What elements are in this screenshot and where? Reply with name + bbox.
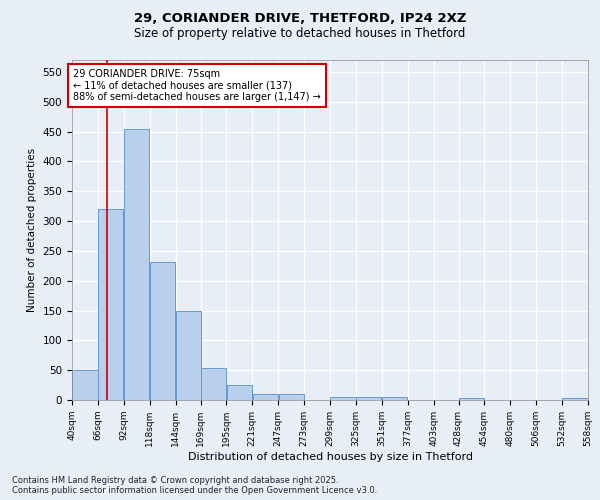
Bar — [253, 394, 278, 400]
Y-axis label: Number of detached properties: Number of detached properties — [27, 148, 37, 312]
X-axis label: Distribution of detached houses by size in Thetford: Distribution of detached houses by size … — [187, 452, 473, 462]
Bar — [176, 310, 201, 400]
Bar — [227, 385, 252, 400]
Bar — [382, 397, 407, 400]
Text: 29, CORIANDER DRIVE, THETFORD, IP24 2XZ: 29, CORIANDER DRIVE, THETFORD, IP24 2XZ — [134, 12, 466, 26]
Text: 29 CORIANDER DRIVE: 75sqm
← 11% of detached houses are smaller (137)
88% of semi: 29 CORIANDER DRIVE: 75sqm ← 11% of detac… — [73, 69, 321, 102]
Bar — [356, 397, 382, 400]
Bar — [331, 397, 356, 400]
Bar — [124, 128, 149, 400]
Text: Size of property relative to detached houses in Thetford: Size of property relative to detached ho… — [134, 28, 466, 40]
Bar — [73, 370, 98, 400]
Bar — [150, 262, 175, 400]
Bar — [562, 398, 587, 400]
Bar — [201, 368, 226, 400]
Bar — [98, 209, 124, 400]
Bar — [459, 398, 484, 400]
Text: Contains HM Land Registry data © Crown copyright and database right 2025.
Contai: Contains HM Land Registry data © Crown c… — [12, 476, 377, 495]
Bar — [278, 394, 304, 400]
